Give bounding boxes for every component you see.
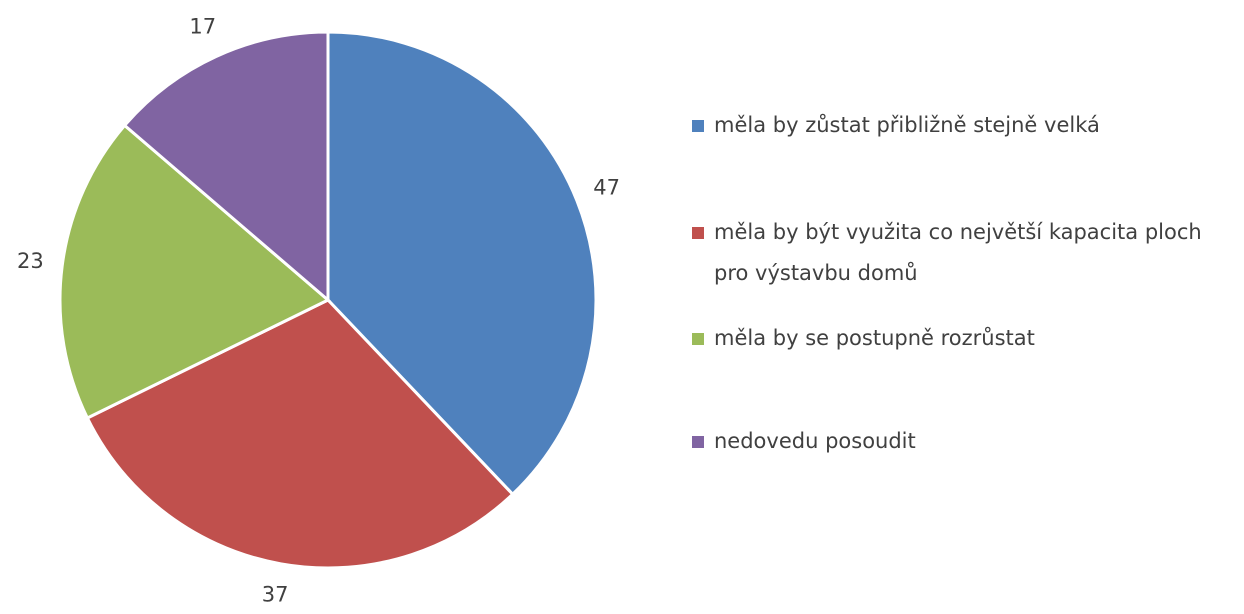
data-label: 17 [189, 14, 216, 38]
legend-label: měla by zůstat přibližně stejně velká [714, 113, 1100, 137]
legend-item: měla by být využita co největší kapacita… [692, 212, 1242, 294]
legend-item: měla by zůstat přibližně stejně velká [692, 105, 1242, 146]
legend-item: měla by se postupně rozrůstat [692, 318, 1242, 359]
data-label: 47 [593, 176, 620, 200]
pie-slice [58, 123, 331, 421]
pie-slice [122, 30, 330, 304]
legend-label: měla by se postupně rozrůstat [714, 326, 1035, 350]
legend-swatch [692, 120, 704, 132]
data-label: 23 [17, 249, 44, 273]
legend-item: nedovedu posoudit [692, 421, 1242, 462]
pie-slice [326, 30, 598, 497]
data-label: 37 [262, 582, 289, 606]
legend-swatch [692, 333, 704, 345]
legend-swatch [692, 436, 704, 448]
legend-label: nedovedu posoudit [714, 429, 916, 453]
legend-label: měla by být využita co největší kapacita… [714, 220, 1202, 285]
legend-swatch [692, 227, 704, 239]
